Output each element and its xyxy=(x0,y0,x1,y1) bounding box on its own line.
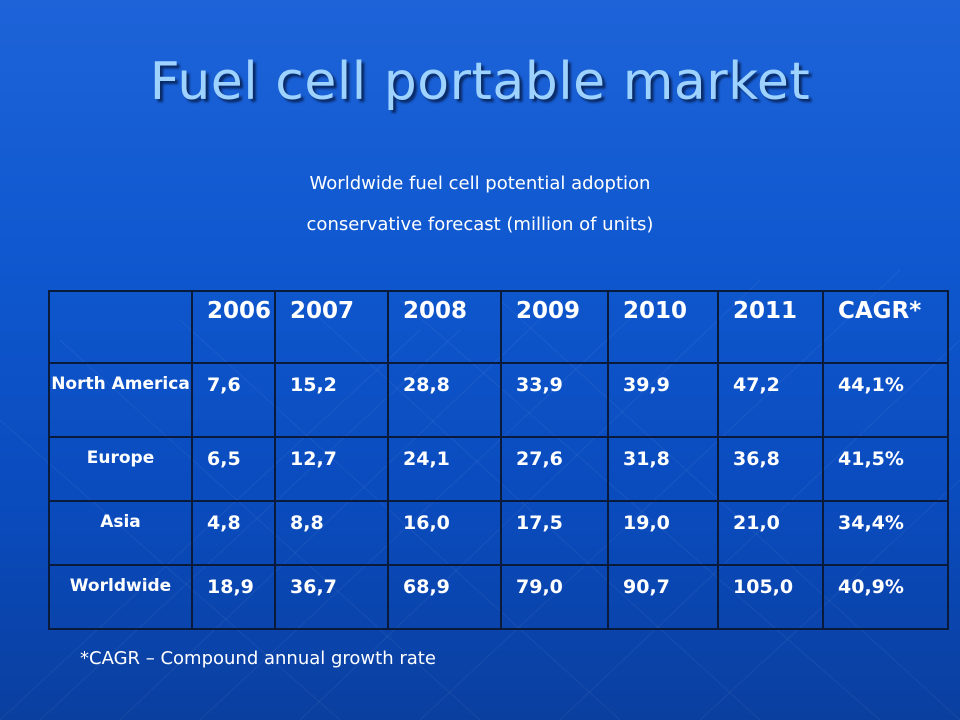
value-cell: 68,9 xyxy=(387,564,502,630)
value-cell: 40,9% xyxy=(822,564,949,630)
header-cell-cagr: CAGR* xyxy=(822,290,949,364)
forecast-table: 2006 2007 2008 2009 2010 2011 CAGR* Nort… xyxy=(48,290,949,630)
value-cell: 17,5 xyxy=(500,500,609,566)
header-cell xyxy=(48,290,193,364)
value-cell: 90,7 xyxy=(607,564,719,630)
value-cell: 31,8 xyxy=(607,436,719,502)
table-row: Asia 4,8 8,8 16,0 17,5 19,0 21,0 34,4% xyxy=(48,500,949,566)
value-cell: 28,8 xyxy=(387,362,502,438)
subtitle-line-2: conservative forecast (million of units) xyxy=(306,214,654,235)
value-cell: 105,0 xyxy=(717,564,824,630)
table-row: Worldwide 18,9 36,7 68,9 79,0 90,7 105,0… xyxy=(48,564,949,630)
value-cell: 21,0 xyxy=(717,500,824,566)
value-cell: 27,6 xyxy=(500,436,609,502)
value-cell: 36,8 xyxy=(717,436,824,502)
header-cell-2009: 2009 xyxy=(500,290,609,364)
region-cell: Europe xyxy=(48,436,193,502)
value-cell: 4,8 xyxy=(191,500,276,566)
table-row: North America 7,6 15,2 28,8 33,9 39,9 47… xyxy=(48,362,949,438)
header-cell-2010: 2010 xyxy=(607,290,719,364)
table-row: Europe 6,5 12,7 24,1 27,6 31,8 36,8 41,5… xyxy=(48,436,949,502)
value-cell: 44,1% xyxy=(822,362,949,438)
header-cell-2008: 2008 xyxy=(387,290,502,364)
header-cell-2011: 2011 xyxy=(717,290,824,364)
value-cell: 8,8 xyxy=(274,500,389,566)
value-cell: 15,2 xyxy=(274,362,389,438)
value-cell: 16,0 xyxy=(387,500,502,566)
value-cell: 79,0 xyxy=(500,564,609,630)
value-cell: 36,7 xyxy=(274,564,389,630)
subtitle-line-1: Worldwide fuel cell potential adoption xyxy=(309,173,651,194)
value-cell: 39,9 xyxy=(607,362,719,438)
value-cell: 24,1 xyxy=(387,436,502,502)
value-cell: 47,2 xyxy=(717,362,824,438)
value-cell: 7,6 xyxy=(191,362,276,438)
value-cell: 6,5 xyxy=(191,436,276,502)
value-cell: 12,7 xyxy=(274,436,389,502)
slide-title: Fuel cell portable market xyxy=(149,52,811,112)
value-cell: 33,9 xyxy=(500,362,609,438)
footnote: *CAGR – Compound annual growth rate xyxy=(80,648,436,669)
region-cell: North America xyxy=(48,362,193,438)
header-cell-2007: 2007 xyxy=(274,290,389,364)
value-cell: 41,5% xyxy=(822,436,949,502)
value-cell: 34,4% xyxy=(822,500,949,566)
header-cell-2006: 2006 xyxy=(191,290,276,364)
table-header-row: 2006 2007 2008 2009 2010 2011 CAGR* xyxy=(48,290,949,364)
value-cell: 19,0 xyxy=(607,500,719,566)
region-cell: Worldwide xyxy=(48,564,193,630)
region-cell: Asia xyxy=(48,500,193,566)
value-cell: 18,9 xyxy=(191,564,276,630)
